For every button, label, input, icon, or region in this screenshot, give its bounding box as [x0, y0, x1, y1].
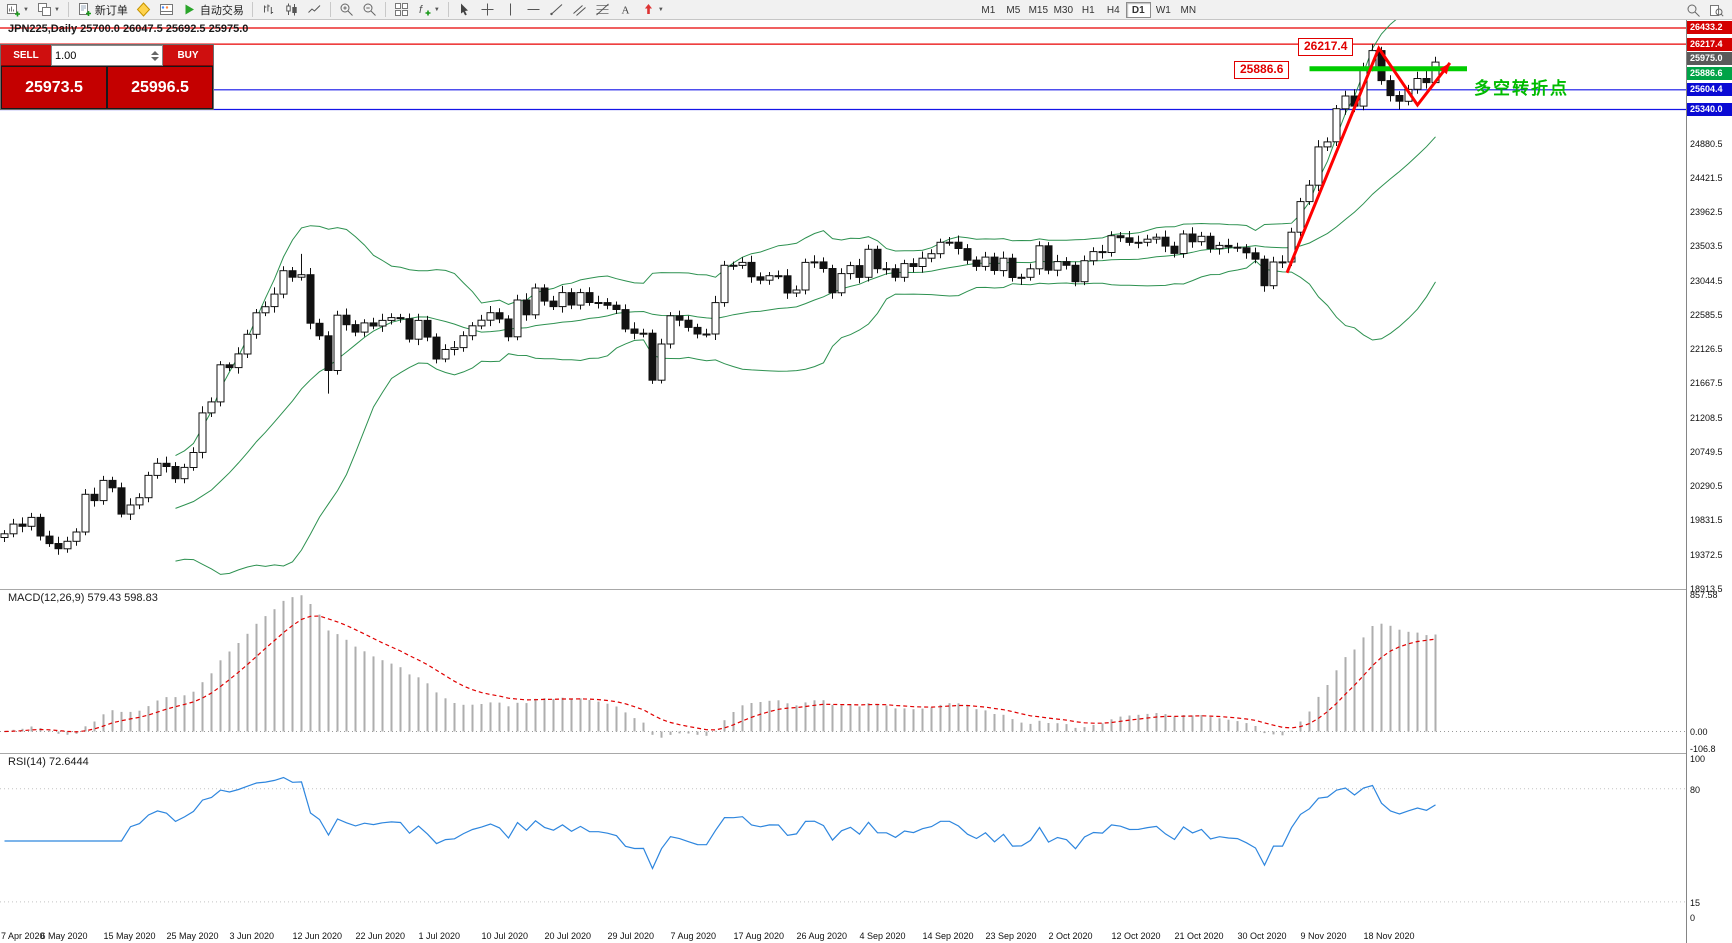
toolbar-right-group: [1682, 1, 1728, 19]
zoom-out-button[interactable]: [359, 1, 380, 19]
buy-button[interactable]: BUY: [163, 45, 213, 66]
line-chart-button[interactable]: [304, 1, 325, 19]
quick-search-button[interactable]: [1706, 1, 1727, 19]
pane-separator[interactable]: [0, 753, 1732, 754]
profiles-icon: [37, 3, 51, 16]
tile-windows-icon: [394, 3, 408, 16]
toolbar-separator: [251, 2, 253, 17]
new-chart-button[interactable]: ▼: [3, 1, 32, 19]
trendline-icon: [550, 4, 563, 16]
time-axis[interactable]: [0, 928, 1686, 943]
sell-price[interactable]: 25973.5: [2, 67, 106, 108]
zoom-out-icon: [363, 3, 376, 16]
tile-windows-button[interactable]: [391, 1, 412, 19]
crosshair-icon: [481, 3, 494, 16]
horizontal-line-icon: [527, 9, 540, 10]
arrows-tool-icon: [644, 4, 652, 14]
volume-spinner[interactable]: [151, 50, 159, 61]
toolbar-separator: [329, 2, 331, 17]
vertical-line-icon: [509, 3, 511, 16]
timeframe-w1-button[interactable]: W1: [1151, 2, 1176, 18]
search-button[interactable]: [1683, 1, 1704, 19]
autotrading-label: 自动交易: [199, 4, 244, 17]
trade-controls-row: SELL 1.00 BUY: [1, 45, 213, 66]
svg-text:A: A: [621, 5, 629, 17]
trade-prices-row: 25973.5 25996.5: [1, 66, 213, 109]
dropdown-caret: ▼: [23, 6, 29, 13]
support-price-tag[interactable]: 25886.6: [1234, 61, 1290, 79]
dropdown-caret: ▼: [657, 6, 664, 13]
timeframe-toolbar: M1 M5 M15 M30 H1 H4 D1 W1 MN: [976, 1, 1201, 18]
metaeditor-icon: [136, 2, 151, 17]
buy-price[interactable]: 25996.5: [108, 67, 212, 108]
rsi-indicator-canvas[interactable]: [0, 754, 1732, 928]
cursor-button[interactable]: [454, 1, 475, 19]
main-chart-canvas[interactable]: [0, 20, 1732, 589]
terminal-icon: [159, 4, 173, 15]
dropdown-caret: ▼: [53, 6, 60, 13]
indicators-icon: f: [419, 4, 431, 16]
equidistant-channel-button[interactable]: [569, 1, 590, 19]
autotrading-button[interactable]: 自动交易: [179, 1, 247, 19]
timeframe-mn-button[interactable]: MN: [1176, 2, 1201, 18]
new-chart-icon: [7, 4, 20, 17]
zoom-in-button[interactable]: [336, 1, 357, 19]
cursor-icon: [460, 3, 468, 16]
fibonacci-icon: [596, 3, 609, 16]
toolbar-separator: [384, 2, 386, 17]
turning-point-note: 多空转折点: [1474, 79, 1569, 98]
candlestick-chart-icon: [286, 3, 297, 16]
vertical-line-button[interactable]: [500, 1, 521, 19]
timeframe-h1-button[interactable]: H1: [1076, 2, 1101, 18]
zoom-in-icon: [340, 3, 353, 16]
price-axis[interactable]: [1686, 20, 1732, 943]
text-tool-button[interactable]: A: [615, 1, 636, 19]
new-order-icon: [78, 3, 91, 16]
sell-button[interactable]: SELL: [1, 45, 51, 66]
search-icon: [1687, 4, 1700, 17]
metaeditor-button[interactable]: [133, 1, 154, 19]
toolbar: ▼ ▼ 新订单 自动交易 f ▼ A ▼ M1 M5 M15 M30 H1: [0, 0, 1732, 20]
autotrading-play-icon: [185, 4, 194, 15]
fibonacci-button[interactable]: [592, 1, 613, 19]
volume-stepper[interactable]: 1.00: [51, 45, 163, 66]
timeframe-m1-button[interactable]: M1: [976, 2, 1001, 18]
horizontal-line-button[interactable]: [523, 1, 544, 19]
timeframe-m15-button[interactable]: M15: [1026, 2, 1051, 18]
rsi-label: RSI(14) 72.6444: [8, 756, 89, 768]
svg-text:f: f: [419, 4, 423, 16]
indicators-button[interactable]: f ▼: [414, 1, 443, 19]
dropdown-caret: ▼: [433, 6, 440, 13]
one-click-trading-panel: SELL 1.00 BUY 25973.5 25996.5: [0, 44, 214, 110]
profiles-button[interactable]: ▼: [34, 1, 63, 19]
macd-label: MACD(12,26,9) 579.43 598.83: [8, 592, 158, 604]
macd-indicator-canvas[interactable]: [0, 590, 1732, 753]
volume-down-arrow[interactable]: [151, 56, 159, 61]
trendline-button[interactable]: [546, 1, 567, 19]
candlestick-chart-button[interactable]: [281, 1, 302, 19]
timeframe-m30-button[interactable]: M30: [1051, 2, 1076, 18]
pane-separator[interactable]: [0, 589, 1732, 590]
new-order-button[interactable]: 新订单: [74, 1, 131, 19]
text-tool-icon: A: [621, 5, 629, 17]
equidistant-channel-icon: [573, 5, 586, 16]
timeframe-h4-button[interactable]: H4: [1101, 2, 1126, 18]
quick-search-icon: [1710, 4, 1724, 17]
new-order-label: 新订单: [94, 4, 128, 17]
bar-chart-icon: [263, 4, 274, 14]
arrows-tool-button[interactable]: ▼: [638, 1, 667, 19]
high-price-tag[interactable]: 26217.4: [1298, 38, 1354, 56]
bar-chart-button[interactable]: [258, 1, 279, 19]
volume-up-arrow[interactable]: [151, 50, 159, 55]
line-chart-icon: [308, 5, 321, 13]
volume-value[interactable]: 1.00: [55, 49, 77, 62]
crosshair-button[interactable]: [477, 1, 498, 19]
terminal-button[interactable]: [156, 1, 177, 19]
timeframe-m5-button[interactable]: M5: [1001, 2, 1026, 18]
toolbar-separator: [447, 2, 449, 17]
chart-title: JPN225,Daily 25700.0 26047.5 25692.5 259…: [8, 23, 249, 35]
toolbar-separator: [67, 2, 69, 17]
timeframe-d1-button[interactable]: D1: [1125, 1, 1151, 18]
